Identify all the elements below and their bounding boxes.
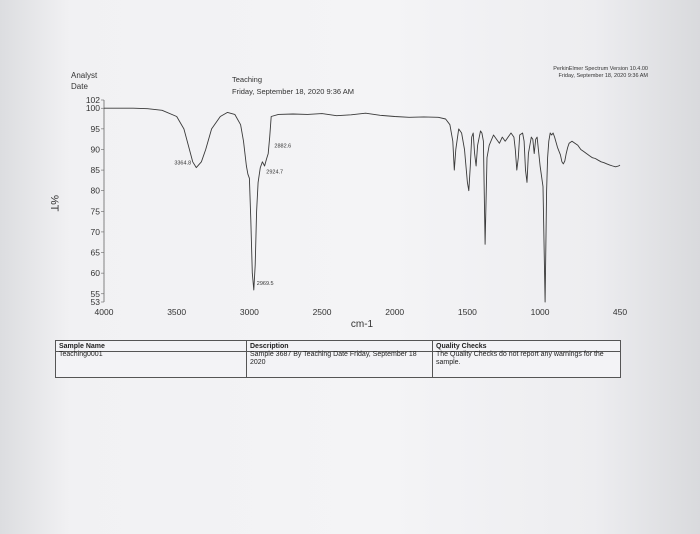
y-tick-label: 60 [91,268,101,278]
y-tick-label: 65 [91,248,101,258]
x-tick-label: 2500 [313,307,332,317]
y-tick-label: 80 [91,186,101,196]
x-axis-label: cm-1 [351,319,374,330]
peak-annotation: 2924.7 [266,170,283,176]
description-label: Description [250,343,289,350]
report-title: Teaching [232,75,263,84]
y-tick-label: 95 [91,124,101,134]
software-version: PerkinElmer Spectrum Version 10.4.00 [553,66,648,72]
x-tick-label: 3000 [240,307,259,317]
quality-checks-value: The Quality Checks do not report any war… [436,351,604,366]
table-divider [56,351,620,352]
software-datetime: Friday, September 18, 2020 9:36 AM [558,73,648,79]
y-tick-label: 102 [86,95,100,105]
quality-checks-label: Quality Checks [436,343,487,350]
report-header: Teaching Friday, September 18, 2020 9:36… [232,74,354,98]
y-tick-label: 70 [91,227,101,237]
sample-name-value: Teaching0001 [59,351,103,358]
y-tick-label: 100 [86,103,100,113]
analyst-label: Analyst [71,71,98,80]
software-info: PerkinElmer Spectrum Version 10.4.00 Fri… [553,66,648,80]
x-tick-label: 1500 [458,307,477,317]
report-datetime: Friday, September 18, 2020 9:36 AM [232,87,355,96]
date-label: Date [71,82,88,91]
x-tick-label: 450 [613,307,627,317]
x-tick-label: 4000 [95,307,114,317]
quality-checks-cell: Quality Checks The Quality Checks do not… [432,341,621,377]
spectrum-series-line [104,107,621,303]
y-tick-label: 75 [91,206,101,216]
y-tick-label: 90 [91,144,101,154]
sample-info-table: Sample Name Teaching0001 Description Sam… [55,340,621,378]
sample-name-label: Sample Name [59,343,105,350]
peak-annotation: 2882.6 [274,143,291,149]
sample-name-cell: Sample Name Teaching0001 [56,341,246,377]
peak-annotation: 2969.5 [257,281,274,287]
peak-annotation: 3364.8 [174,161,191,167]
y-tick-label: 55 [91,289,101,299]
x-tick-label: 2000 [385,307,404,317]
x-tick-label: 1000 [531,307,550,317]
description-cell: Description Sample 3687 By Teaching Date… [246,341,433,377]
y-tick-label: 53 [91,297,101,307]
x-tick-label: 3500 [167,307,186,317]
description-value: Sample 3687 By Teaching Date Friday, Sep… [250,351,417,366]
y-tick-label: 85 [91,165,101,175]
analyst-date-block: Analyst Date [71,70,97,92]
